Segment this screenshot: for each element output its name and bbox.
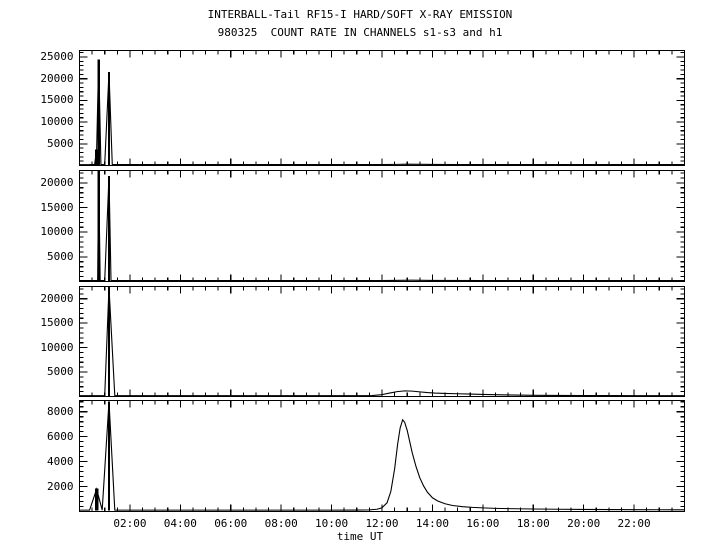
panel-s2 (78, 169, 686, 283)
xtick-label: 16:00 (466, 516, 500, 530)
panel-h1-spike (94, 488, 99, 511)
panel-s1 (78, 49, 686, 167)
panel-s2-trace (79, 170, 685, 282)
xtick-label: 18:00 (516, 516, 550, 530)
panel-s1-ytick-label: 5000 (47, 136, 74, 150)
panel-s1-ytick-label: 20000 (40, 71, 74, 85)
panel-h1-ytick-label: 4000 (47, 454, 74, 468)
panel-s2-ytick-label: 20000 (40, 175, 74, 189)
panel-s2-spike (97, 170, 100, 282)
panel-s2-ytick-label: 10000 (40, 225, 74, 239)
panel-h1-frame (78, 399, 686, 513)
panel-s3-spike (107, 286, 111, 397)
panel-s3-trace (79, 287, 685, 397)
panel-h1-trace (79, 401, 685, 511)
panel-s1-frame (78, 49, 686, 167)
xtick-label: 06:00 (214, 516, 248, 530)
panel-s2-ytick-label: 5000 (47, 249, 74, 263)
panel-h1-ytick-label: 6000 (47, 429, 74, 443)
panel-s1-ytick-label: 10000 (40, 115, 74, 129)
panel-s3-ytick-label: 10000 (40, 340, 74, 354)
panel-s3-ytick-label: 20000 (40, 291, 74, 305)
panel-h1-ytick-label: 8000 (47, 404, 74, 418)
panel-s2-ytick-label: 15000 (40, 200, 74, 214)
panel-s1-spike (97, 59, 100, 165)
panel-s1-spike (95, 149, 99, 165)
panels-group (78, 49, 686, 513)
xtick-label: 22:00 (617, 516, 651, 530)
xtick-label: 12:00 (365, 516, 399, 530)
x-axis-title: time UT (336, 530, 384, 543)
panel-s2-spike (107, 175, 111, 282)
xtick-label: 14:00 (415, 516, 449, 530)
panel-s1-ytick-label: 15000 (40, 93, 74, 107)
panel-s1-trace (79, 60, 685, 166)
panel-s3 (78, 285, 686, 398)
xtick-label: 08:00 (264, 516, 298, 530)
xtick-label: 02:00 (113, 516, 147, 530)
panel-h1-spike (107, 401, 111, 511)
panel-s3-ytick-label: 5000 (47, 365, 74, 379)
figure-title-line-1: INTERBALL-Tail RF15-I HARD/SOFT X-RAY EM… (207, 8, 513, 21)
panel-s3-ytick-label: 15000 (40, 316, 74, 330)
panel-s2-frame (78, 169, 686, 283)
panel-h1 (78, 399, 686, 513)
panel-h1-ytick-label: 2000 (47, 479, 74, 493)
panel-s1-ytick-label: 25000 (40, 50, 74, 63)
figure-title-line-2: 980325 COUNT RATE IN CHANNELS s1-s3 and … (217, 26, 503, 39)
xtick-label: 04:00 (163, 516, 197, 530)
xtick-label: 20:00 (567, 516, 601, 530)
panel-s3-frame (78, 285, 686, 398)
xtick-label: 10:00 (315, 516, 349, 530)
panel-s1-spike (107, 72, 111, 165)
